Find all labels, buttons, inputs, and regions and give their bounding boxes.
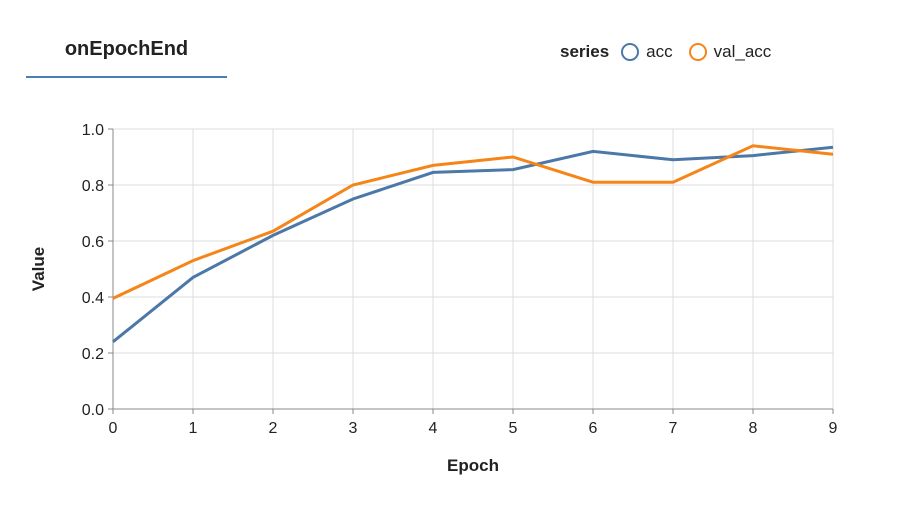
circle-icon	[621, 43, 640, 61]
x-tick-label: 7	[669, 420, 678, 437]
series-line-val-acc	[112, 144, 834, 300]
x-tick-label: 8	[749, 420, 758, 437]
legend-label: val_acc	[713, 42, 772, 61]
x-tick-label: 9	[829, 420, 838, 437]
y-tick-label: 1.0	[82, 122, 104, 139]
x-tick-label: 2	[269, 420, 278, 437]
legend-title: series	[560, 42, 610, 61]
x-tick-label: 4	[429, 420, 438, 437]
x-tick-label: 5	[509, 420, 518, 437]
series-line-acc	[112, 145, 834, 343]
x-tick-label: 1	[189, 420, 198, 437]
legend-item-val-acc[interactable]: val_acc	[688, 42, 772, 62]
y-axis-title: Value	[29, 247, 48, 291]
y-tick-label: 0.8	[82, 178, 104, 195]
legend: series acc val_acc	[560, 42, 787, 62]
x-tick-label: 6	[589, 420, 598, 437]
legend-label: acc	[646, 42, 673, 61]
y-tick-label: 0.4	[82, 290, 104, 307]
y-tick-label: 0.0	[82, 402, 104, 419]
circle-icon	[688, 43, 707, 61]
y-tick-label: 0.2	[82, 346, 104, 363]
x-tick-label: 0	[109, 420, 118, 437]
tab-onepochend[interactable]: onEpochEnd	[64, 38, 189, 60]
tab-underline	[26, 76, 227, 78]
legend-item-acc[interactable]: acc	[621, 42, 673, 62]
y-tick-label: 0.6	[82, 234, 104, 251]
x-tick-label: 3	[349, 420, 358, 437]
x-axis-title: Epoch	[447, 456, 499, 475]
